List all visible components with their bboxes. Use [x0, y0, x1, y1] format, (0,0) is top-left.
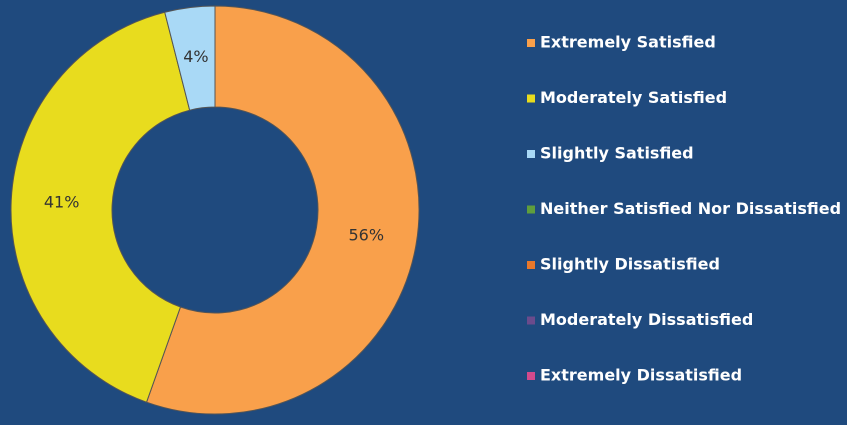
- legend-label: Extremely Satisfied: [540, 33, 716, 52]
- legend-label: Slightly Satisfied: [540, 144, 694, 163]
- legend-label: Moderately Dissatisfied: [540, 310, 753, 329]
- legend-marker: [527, 261, 535, 269]
- data-label: 56%: [348, 226, 384, 245]
- legend-marker: [527, 372, 535, 380]
- legend-marker: [527, 39, 535, 47]
- legend-label: Slightly Dissatisfied: [540, 255, 720, 274]
- legend-marker: [527, 205, 535, 214]
- legend-marker: [527, 94, 535, 103]
- legend-label: Moderately Satisfied: [540, 88, 727, 107]
- donut-slice: [164, 5, 216, 111]
- data-label: 41%: [44, 192, 80, 211]
- data-label: 4%: [183, 47, 208, 66]
- legend-label: Neither Satisfied Nor Dissatisfied: [540, 199, 841, 218]
- legend-marker: [527, 316, 535, 325]
- donut-slice: [145, 5, 420, 415]
- legend-label: Extremely Dissatisfied: [540, 366, 742, 385]
- legend-marker: [527, 150, 535, 158]
- donut-slice: [10, 11, 191, 403]
